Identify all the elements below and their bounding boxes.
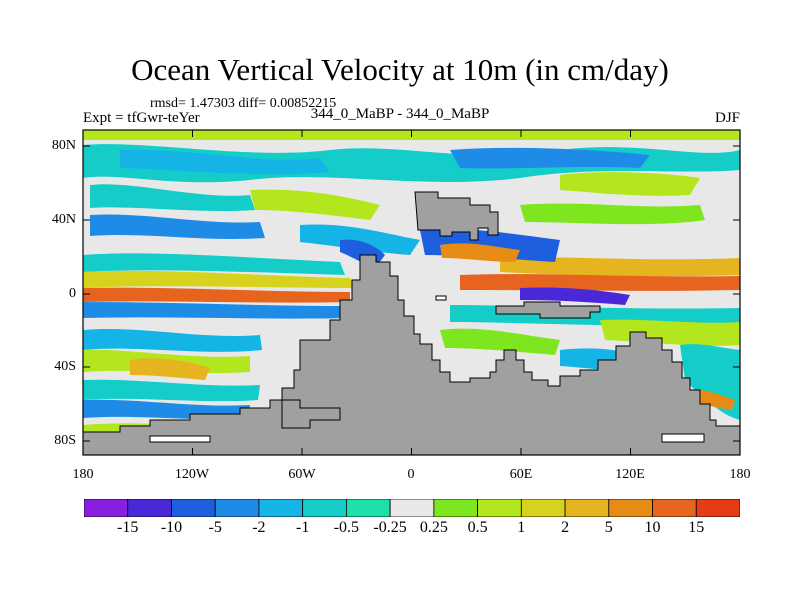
colorbar-label: -0.25 [373, 519, 407, 536]
colorbar-label: 10 [644, 519, 661, 536]
colorbar-label: 0.25 [419, 519, 448, 536]
lon-tick-label: 180 [729, 467, 751, 482]
season-label: DJF [714, 110, 740, 126]
lon-tick-label: 120E [615, 467, 645, 482]
experiment-label: Expt = tfGwr-teYer [83, 110, 200, 126]
land-mask [83, 191, 740, 455]
colorbar-label: -2 [252, 519, 266, 536]
case-label: 344_0_MaBP - 344_0_MaBP [310, 106, 490, 122]
lon-tick-label: 60E [509, 467, 533, 482]
lat-tick-label: 40N [51, 212, 76, 227]
colorbar-swatch [84, 499, 129, 517]
colorbar-label: 5 [604, 519, 613, 536]
colorbar-swatch [389, 499, 435, 517]
colorbar-label: -15 [117, 519, 139, 536]
lon-tick-label: 120W [174, 467, 210, 482]
tick-marks [82, 130, 741, 455]
colorbar-swatch [171, 499, 216, 517]
lat-tick-label: 40S [54, 359, 76, 374]
colorbar-label: 1 [517, 519, 526, 536]
colorbar-label: -5 [208, 519, 222, 536]
colorbar-swatch [520, 499, 566, 517]
colorbar-label: -1 [296, 519, 310, 536]
map-title: Ocean Vertical Velocity at 10m (in cm/da… [131, 52, 669, 87]
colorbar-swatch [345, 499, 391, 517]
colorbar-swatch [127, 499, 172, 517]
colorbar-label: -0.5 [333, 519, 360, 536]
colorbar-swatch [695, 499, 740, 517]
colorbar-label: -10 [160, 519, 183, 536]
colorbar-label: 0.5 [467, 519, 488, 536]
colorbar-swatch [608, 499, 653, 517]
lat-tick-label: 80N [51, 138, 76, 153]
colorbar [84, 499, 740, 517]
lat-tick-label: 80S [54, 433, 76, 448]
stats-label: rmsd= 1.47303 diff= 0.00852215 [150, 96, 337, 111]
colorbar-swatch [477, 499, 522, 517]
colorbar-swatch [258, 499, 304, 517]
colorbar-swatch [652, 499, 697, 517]
lon-tick-label: 60W [288, 467, 316, 482]
colorbar-label: 15 [688, 519, 705, 536]
lon-tick-label: 180 [72, 467, 94, 482]
colorbar-label: 2 [561, 519, 570, 536]
colorbar-swatch [433, 499, 478, 517]
colorbar-swatch [564, 499, 610, 517]
colorbar-swatch [214, 499, 260, 517]
velocity-field [83, 130, 740, 455]
lat-tick-label: 0 [69, 286, 76, 301]
lon-tick-label: 0 [407, 467, 415, 482]
colorbar-swatch [302, 499, 347, 517]
